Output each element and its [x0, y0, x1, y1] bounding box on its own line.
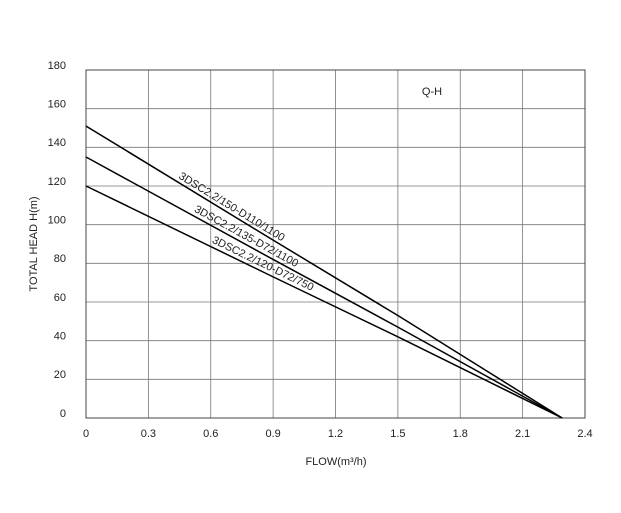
x-tick-label: 1.2 — [328, 428, 343, 440]
y-tick-label: 100 — [48, 215, 66, 227]
y-tick-label: 20 — [54, 369, 66, 381]
series-line — [85, 156, 563, 419]
y-tick-label: 60 — [54, 292, 66, 304]
x-tick-label: 0.9 — [265, 428, 280, 440]
series-line — [85, 185, 563, 419]
x-tick-label: 2.4 — [577, 428, 592, 440]
y-tick-label: 0 — [60, 408, 66, 420]
annotation: Q-H — [422, 86, 442, 98]
x-tick-label: 0.6 — [203, 428, 218, 440]
x-tick-label: 1.5 — [390, 428, 405, 440]
y-tick-label: 120 — [48, 176, 66, 188]
x-tick-label: 1.8 — [453, 428, 468, 440]
x-tick-label: 0 — [83, 428, 89, 440]
x-tick-label: 0.3 — [141, 428, 156, 440]
y-tick-label: 140 — [48, 137, 66, 149]
y-tick-label: 80 — [54, 253, 66, 265]
y-tick-label: 180 — [48, 60, 66, 72]
y-tick-label: 160 — [48, 99, 66, 111]
x-axis-label: FLOW(m³/h) — [305, 456, 366, 468]
plot-frame — [85, 69, 586, 419]
x-tick-label: 2.1 — [515, 428, 530, 440]
y-tick-label: 40 — [54, 331, 66, 343]
y-axis-label: TOTAL HEAD H(m) — [28, 196, 40, 291]
series-line — [85, 125, 563, 419]
